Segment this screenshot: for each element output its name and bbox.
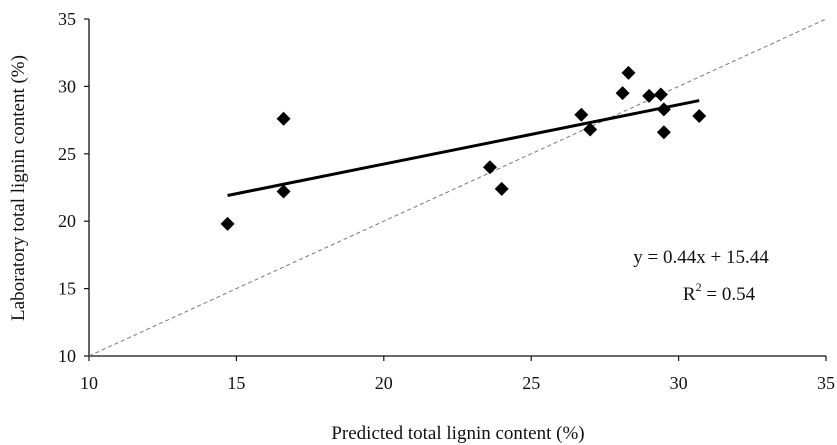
data-point [656,102,671,117]
data-point [615,86,630,101]
r2-value: = 0.54 [702,284,756,305]
y-tick-label: 15 [58,279,76,299]
x-axis-ticks: 10 15 20 25 30 35 [80,356,835,393]
data-points [220,65,707,231]
x-tick-label: 20 [375,373,393,393]
regression-trend-line [227,99,700,197]
regression-equation: y = 0.44x + 15.44 [633,247,769,268]
data-point [482,160,497,175]
y-axis-ticks: 10 15 20 25 30 35 [58,9,89,366]
x-tick-label: 15 [227,373,245,393]
data-point [656,125,671,140]
x-tick-label: 10 [80,373,98,393]
data-point [494,181,509,196]
y-tick-label: 30 [58,76,76,96]
r-squared-annotation: R2 = 0.54 [683,280,756,305]
data-point [276,184,291,199]
data-point [621,65,636,80]
one-to-one-reference-line [88,18,827,357]
data-point [220,216,235,231]
data-point [653,87,668,102]
x-tick-label: 35 [817,373,835,393]
y-tick-label: 20 [58,211,76,231]
data-point [276,111,291,126]
data-point [692,109,707,124]
x-tick-label: 25 [522,373,540,393]
r2-superscript: 2 [696,280,702,294]
data-point [574,107,589,122]
x-axis-title: Predicted total lignin content (%) [331,423,584,444]
y-tick-label: 10 [58,346,76,366]
y-tick-label: 25 [58,144,76,164]
y-tick-label: 35 [58,9,76,29]
y-axis-title: Laboratory total lignin content (%) [8,55,29,321]
data-point [583,122,598,137]
x-tick-label: 30 [670,373,688,393]
data-point [642,88,657,103]
r2-base: R [683,284,696,305]
